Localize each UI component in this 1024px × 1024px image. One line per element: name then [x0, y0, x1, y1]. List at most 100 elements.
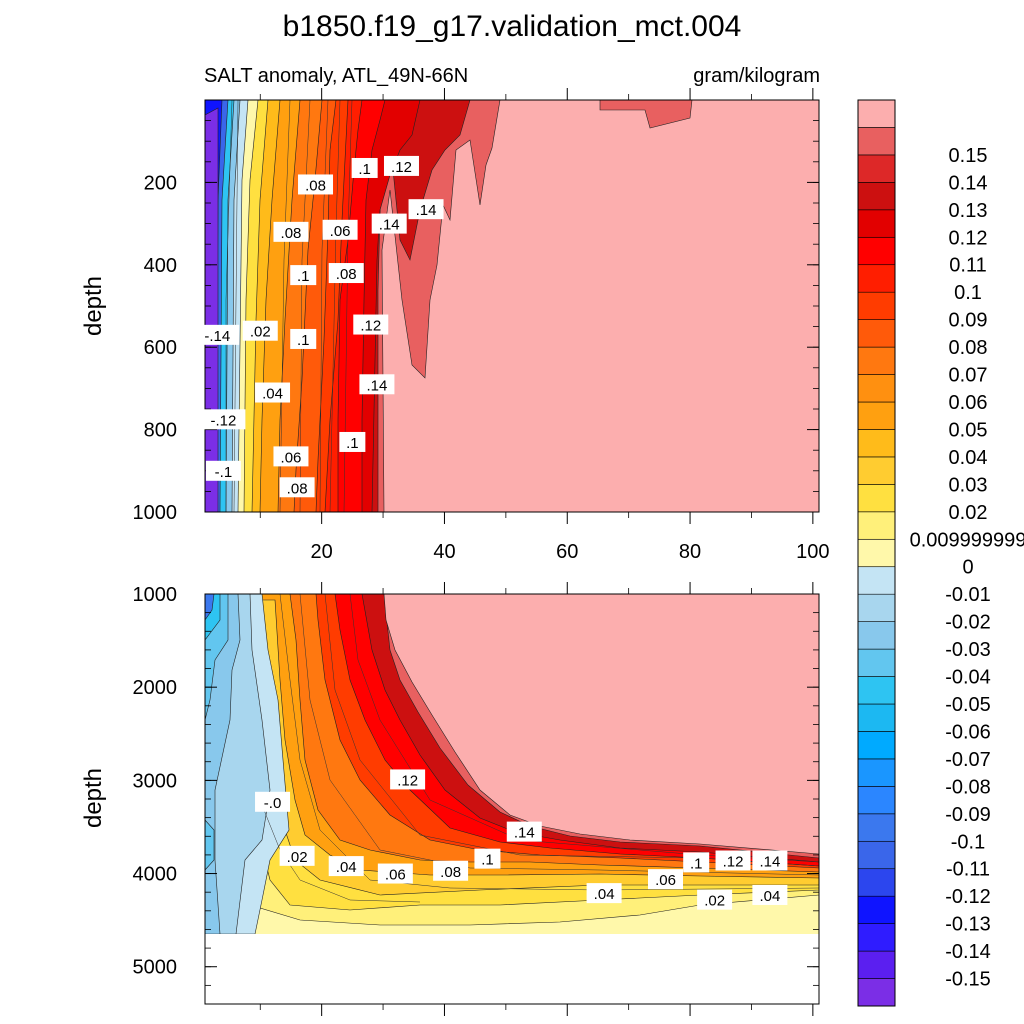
colorbar-label: -0.03	[945, 639, 991, 661]
y-tick-label: 2000	[133, 677, 178, 699]
contour-label: .08	[328, 263, 364, 284]
lower-contour-line	[299, 594, 819, 876]
colorbar-label: 0.13	[949, 200, 988, 222]
contour-label-box	[408, 199, 444, 220]
contour-label-box	[290, 265, 317, 286]
contour-label: .04	[255, 382, 291, 403]
colorbar-label: 0.08	[949, 337, 988, 359]
contour-label: .08	[298, 174, 334, 195]
colorbar-swatch	[857, 154, 896, 183]
contour-label-box	[648, 869, 683, 890]
colorbar-swatch	[857, 840, 896, 870]
contour-label-box	[279, 845, 315, 866]
colorbar-label: -0.1	[951, 831, 985, 853]
lower-contour-line	[259, 799, 421, 903]
contour-label-text: .1	[481, 852, 494, 869]
colorbar-label: 0.009999999	[910, 529, 1024, 551]
contour-label-text: .14	[514, 825, 535, 842]
colorbar-swatch	[857, 676, 896, 705]
contour-label: .04	[328, 856, 364, 877]
y-tick-label: 1000	[133, 584, 178, 606]
contour-label-box	[683, 852, 710, 873]
contour-label-text: .08	[336, 266, 357, 283]
contour-label-box	[371, 213, 407, 234]
colorbar-label: -0.05	[945, 694, 991, 716]
contour-label-box	[328, 856, 364, 877]
contour-label-box	[242, 320, 278, 341]
contour-label-box	[433, 860, 469, 881]
contour-label-text: .1	[297, 332, 310, 349]
chart-title: b1850.f19_g17.validation_mct.004	[283, 10, 742, 43]
contour-label-box	[290, 328, 317, 349]
contour-label-text: .06	[655, 872, 676, 889]
contour-label: -.14	[195, 324, 240, 345]
colorbar-swatch	[857, 648, 896, 677]
x-tick-label: 40	[433, 541, 455, 563]
upper-contour-labels: -.14 -.12 -.1 .02 .04 .06 .08 .08 .08 .1 .1 .06 .08.…	[195, 155, 444, 498]
colorbar-label: 0.12	[949, 227, 988, 249]
contour-label: -.12	[201, 409, 246, 430]
contour-label: .06	[273, 446, 309, 467]
contour-label-box	[205, 460, 241, 481]
lower-panel: 1000 2000 3000 4000 5000 -.0 .02 .04 .06 .08 .1 .1…	[80, 582, 820, 1016]
lower-band-neg004-patch	[205, 819, 215, 871]
colorbar-label: 0.03	[949, 474, 988, 496]
contour-label: .14	[408, 199, 444, 220]
contour-label: .08	[279, 477, 315, 498]
contour-label-text: .04	[594, 886, 615, 903]
contour-label: .14	[371, 213, 407, 234]
contour-label-text: .14	[366, 377, 387, 394]
contour-label: .08	[273, 221, 309, 242]
colorbar-swatch	[857, 99, 896, 128]
contour-label: .02	[242, 320, 278, 341]
contour-label-box	[339, 431, 366, 452]
contour-label-text: .14	[379, 217, 400, 234]
colorbar-label: -0.02	[945, 612, 991, 634]
contour-label-text: .04	[759, 888, 780, 905]
contour-label: .14	[359, 374, 395, 395]
colorbar-swatch	[857, 456, 896, 485]
colorbar-label: -0.08	[945, 776, 991, 798]
colorbar-swatch	[857, 264, 896, 293]
contour-label: .1	[290, 328, 317, 349]
contour-label: .1	[474, 848, 501, 869]
contour-label-text: .02	[704, 893, 725, 910]
contour-label-box	[359, 374, 395, 395]
colorbar-swatch	[857, 731, 896, 760]
y-tick-label: 400	[144, 255, 177, 277]
colorbar-label: 0.07	[949, 365, 988, 387]
contour-label-text: .12	[360, 318, 381, 335]
contour-label-text: .02	[250, 324, 271, 341]
contour-label: .14	[752, 850, 788, 871]
colorbar-swatch	[857, 291, 896, 320]
upper-contour-line	[319, 100, 329, 512]
contour-label-box	[353, 314, 389, 335]
colorbar-label: -0.12	[945, 886, 991, 908]
y-tick-label: 4000	[133, 864, 178, 886]
colorbar-label: 0.09	[949, 310, 988, 332]
upper-contour-line	[279, 100, 291, 512]
contour-label: .04	[586, 883, 622, 904]
upper-contour-line	[299, 100, 311, 512]
contour-label-text: .06	[330, 223, 351, 240]
contour-label: .02	[279, 845, 315, 866]
contour-label: .06	[377, 863, 413, 884]
colorbar-label: 0.14	[949, 172, 988, 194]
contour-label-box	[328, 263, 364, 284]
x-tick-label: 80	[679, 541, 701, 563]
contour-label-text: .12	[397, 772, 418, 789]
colorbar-swatch	[857, 923, 896, 952]
contour-label-box	[506, 821, 542, 842]
colorbar-label: -0.11	[946, 859, 990, 881]
contour-label: .1	[351, 157, 378, 178]
colorbar-label: 0.02	[949, 502, 988, 524]
contour-label-box	[752, 850, 788, 871]
colorbar-swatch	[857, 786, 896, 815]
contour-label-text: .06	[281, 449, 302, 466]
contour-label-box	[697, 889, 733, 910]
contour-label: .12	[383, 155, 419, 176]
contour-label-text: .06	[385, 867, 406, 884]
contour-label-text: .1	[297, 268, 310, 285]
colorbar-swatch	[857, 566, 896, 595]
